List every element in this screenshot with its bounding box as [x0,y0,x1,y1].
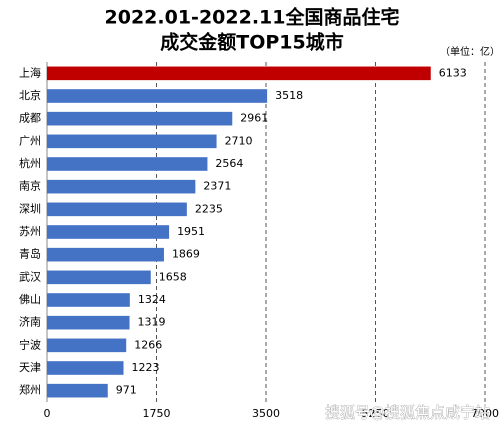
bar [47,134,217,149]
y-tick-label: 南京 [19,179,41,193]
watermark: 搜狐号@搜狐焦点咸宁站 [325,404,490,422]
bar [47,361,124,375]
bar [47,270,151,285]
y-tick-label: 深圳 [19,202,41,215]
y-tick-label: 天津 [19,361,41,374]
y-tick-label: 郑州 [19,383,41,397]
y-tick-label: 苏州 [19,225,41,238]
y-tick-label: 济南 [19,315,41,329]
value-label: 2710 [225,134,253,147]
value-label: 2564 [215,157,243,170]
x-tick-label: 5250 [362,407,390,420]
y-tick-label: 广州 [19,134,41,147]
value-label: 2235 [195,202,223,215]
bar [47,293,130,307]
value-label: 971 [116,384,137,397]
value-label: 1869 [172,248,200,261]
value-label: 3518 [275,89,303,102]
value-label: 2371 [203,180,231,193]
y-tick-label: 杭州 [19,156,41,170]
value-label: 6133 [439,66,467,79]
chart-subtitle: 成交金额TOP15城市 [160,31,343,54]
x-tick-label: 1750 [143,407,171,420]
value-label: 1658 [159,270,187,283]
bar [47,225,170,239]
bar [47,111,233,126]
bar [47,202,187,217]
y-tick-label: 武汉 [19,270,41,283]
y-tick-label: 北京 [19,88,41,102]
bar [47,89,268,103]
y-tick-label: 青岛 [19,247,41,261]
bar [47,66,431,81]
value-label: 1319 [138,316,166,329]
x-tick-label: 0 [44,407,51,420]
value-label: 1951 [177,225,205,238]
bar [47,157,208,171]
value-label: 1223 [132,361,160,374]
bar [47,383,108,398]
y-tick-label: 上海 [19,65,41,79]
x-tick-label: 7000 [471,407,499,420]
value-label: 2961 [240,112,268,125]
bar [47,247,164,262]
bar [47,179,196,194]
x-tick-label: 3500 [252,407,280,420]
value-label: 1266 [134,338,162,351]
y-tick-label: 佛山 [19,293,41,306]
bar [47,338,127,353]
y-tick-label: 成都 [19,112,41,125]
unit-note: （单位：亿） [440,45,500,58]
y-tick-label: 宁波 [19,337,41,351]
bar [47,315,130,330]
value-label: 1324 [138,293,166,306]
chart-title: 2022.01-2022.11全国商品住宅 [105,6,400,29]
